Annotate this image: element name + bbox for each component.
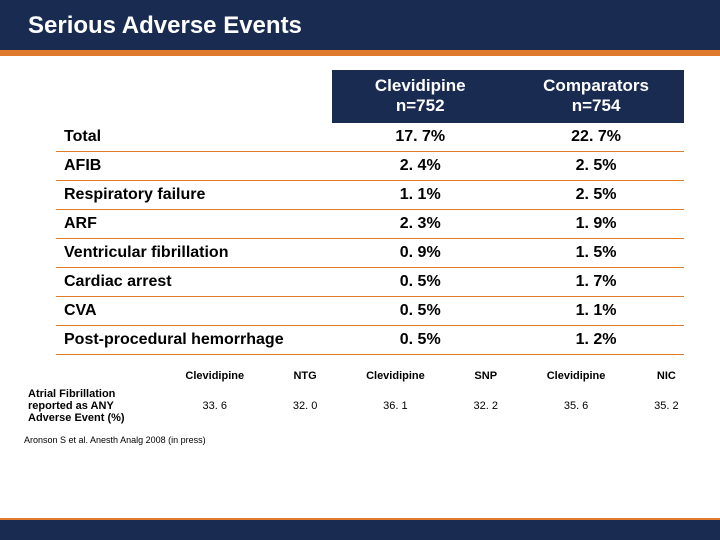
col1-line1: Clevidipine: [375, 76, 466, 95]
sub-v1: 33. 6: [154, 385, 276, 427]
sub-row-label-l2: reported as ANY: [28, 400, 114, 412]
sub-row-label-l3: Adverse Event (%): [28, 412, 125, 424]
main-table: Clevidipine n=752 Comparators n=754 Tota…: [56, 70, 684, 355]
row-value-comparators: 2. 5%: [508, 151, 684, 180]
row-value-comparators: 1. 5%: [508, 238, 684, 267]
table-row: Post-procedural hemorrhage0. 5%1. 2%: [56, 325, 684, 354]
col2-line1: Comparators: [543, 76, 649, 95]
sub-v4: 32. 2: [456, 385, 515, 427]
row-value-comparators: 1. 2%: [508, 325, 684, 354]
table-row: Total17. 7%22. 7%: [56, 123, 684, 152]
sub-table-row: Atrial Fibrillation reported as ANY Adve…: [24, 385, 696, 427]
sub-table-wrap: Clevidipine NTG Clevidipine SNP Clevidip…: [0, 361, 720, 431]
table-row: Respiratory failure1. 1%2. 5%: [56, 180, 684, 209]
sub-h6: NIC: [637, 367, 696, 385]
col-header-comparators: Comparators n=754: [508, 70, 684, 123]
row-value-clevidipine: 0. 5%: [332, 267, 508, 296]
citation: Aronson S et al. Anesth Analg 2008 (in p…: [0, 431, 720, 445]
sub-v5: 35. 6: [515, 385, 637, 427]
page-title: Serious Adverse Events: [28, 12, 720, 40]
row-value-clevidipine: 1. 1%: [332, 180, 508, 209]
col2-line2: n=754: [572, 96, 621, 115]
main-table-body: Total17. 7%22. 7%AFIB2. 4%2. 5%Respirato…: [56, 123, 684, 355]
row-label: Total: [56, 123, 332, 152]
row-value-comparators: 1. 7%: [508, 267, 684, 296]
row-label: Ventricular fibrillation: [56, 238, 332, 267]
header-empty: [56, 70, 332, 123]
sub-h5: Clevidipine: [515, 367, 637, 385]
sub-header-empty: [24, 367, 154, 385]
table-row: AFIB2. 4%2. 5%: [56, 151, 684, 180]
table-row: Ventricular fibrillation0. 9%1. 5%: [56, 238, 684, 267]
table-row: Cardiac arrest0. 5%1. 7%: [56, 267, 684, 296]
row-value-comparators: 2. 5%: [508, 180, 684, 209]
table-row: CVA0. 5%1. 1%: [56, 296, 684, 325]
col1-line2: n=752: [396, 96, 445, 115]
sub-row-label-l1: Atrial Fibrillation: [28, 388, 115, 400]
row-value-clevidipine: 17. 7%: [332, 123, 508, 152]
col-header-clevidipine: Clevidipine n=752: [332, 70, 508, 123]
row-label: Post-procedural hemorrhage: [56, 325, 332, 354]
row-label: ARF: [56, 209, 332, 238]
footer-band: [0, 518, 720, 540]
row-label: CVA: [56, 296, 332, 325]
row-value-comparators: 1. 9%: [508, 209, 684, 238]
main-content: Clevidipine n=752 Comparators n=754 Tota…: [0, 56, 720, 361]
sub-v2: 32. 0: [276, 385, 335, 427]
sub-h3: Clevidipine: [335, 367, 457, 385]
sub-h1: Clevidipine: [154, 367, 276, 385]
row-value-clevidipine: 0. 5%: [332, 296, 508, 325]
row-label: Respiratory failure: [56, 180, 332, 209]
sub-h2: NTG: [276, 367, 335, 385]
sub-row-label: Atrial Fibrillation reported as ANY Adve…: [24, 385, 154, 427]
row-label: Cardiac arrest: [56, 267, 332, 296]
row-value-comparators: 22. 7%: [508, 123, 684, 152]
row-value-comparators: 1. 1%: [508, 296, 684, 325]
sub-v6: 35. 2: [637, 385, 696, 427]
row-label: AFIB: [56, 151, 332, 180]
row-value-clevidipine: 2. 4%: [332, 151, 508, 180]
sub-table: Clevidipine NTG Clevidipine SNP Clevidip…: [24, 367, 696, 427]
row-value-clevidipine: 2. 3%: [332, 209, 508, 238]
row-value-clevidipine: 0. 5%: [332, 325, 508, 354]
row-value-clevidipine: 0. 9%: [332, 238, 508, 267]
sub-h4: SNP: [456, 367, 515, 385]
header-band: Serious Adverse Events: [0, 0, 720, 56]
sub-v3: 36. 1: [335, 385, 457, 427]
table-row: ARF2. 3%1. 9%: [56, 209, 684, 238]
